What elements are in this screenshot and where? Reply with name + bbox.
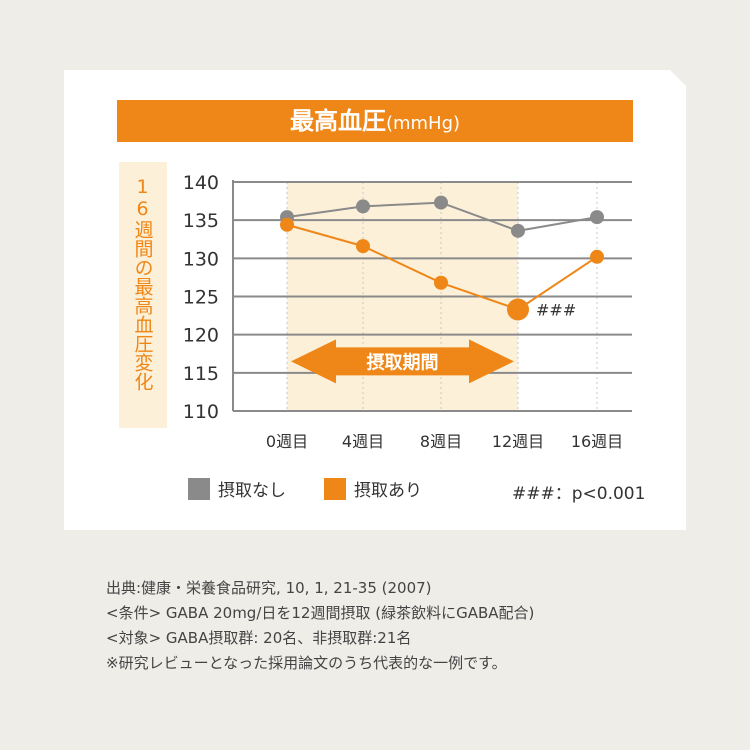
- subjects-line: <対象> GABA摂取群: 20名、非摂取群:21名: [106, 629, 412, 647]
- data-point: [280, 217, 294, 232]
- y-tick-label: 125: [183, 287, 219, 309]
- x-tick-label: 4週目: [342, 432, 384, 451]
- data-point: [434, 275, 448, 290]
- data-point: [507, 298, 529, 321]
- data-point: [356, 199, 370, 214]
- x-tick-label: 8週目: [420, 432, 462, 451]
- y-tick-label: 115: [183, 363, 219, 385]
- title-main: 最高血圧: [289, 107, 386, 135]
- y-tick-label: 110: [183, 401, 219, 423]
- legend-label: 摂取なし: [218, 481, 286, 501]
- y-axis-label: 16週間の最高血圧変化: [119, 162, 167, 428]
- data-point: [590, 249, 604, 264]
- legend-swatch-orange: [324, 477, 346, 500]
- significance-annotation: ###: [536, 300, 576, 319]
- p-value-note: ###：p<0.001: [512, 484, 646, 504]
- chart-title: 最高血圧(mmHg): [117, 100, 633, 142]
- intake-period-arrow: [291, 339, 514, 384]
- source-notes: 出典:健康・栄養食品研究, 10, 1, 21-35 (2007) <条件> G…: [106, 576, 534, 676]
- legend-item-none: 摂取なし: [188, 476, 286, 501]
- x-tick-label: 0週目: [266, 432, 308, 451]
- legend-item-with: 摂取あり: [324, 476, 422, 501]
- data-point: [511, 223, 525, 238]
- legend-label: 摂取あり: [354, 481, 422, 501]
- note-line: ※研究レビューとなった採用論文のうち代表的な一例です。: [106, 654, 507, 672]
- title-unit: (mmHg): [385, 113, 461, 134]
- legend-swatch-gray: [188, 477, 210, 500]
- y-tick-label: 135: [183, 210, 219, 232]
- y-tick-label: 140: [183, 172, 219, 194]
- y-tick-label: 130: [183, 248, 219, 270]
- intake-period-label: 摂取期間: [367, 351, 439, 373]
- source-line: 出典:健康・栄養食品研究, 10, 1, 21-35 (2007): [106, 579, 432, 597]
- data-point: [356, 239, 370, 254]
- condition-line: <条件> GABA 20mg/日を12週間摂取 (緑茶飲料にGABA配合): [106, 604, 535, 622]
- data-point: [434, 195, 448, 210]
- x-tick-label: 16週目: [571, 432, 623, 451]
- data-point: [590, 210, 604, 225]
- y-tick-label: 120: [183, 325, 219, 347]
- x-tick-label: 12週目: [492, 432, 544, 451]
